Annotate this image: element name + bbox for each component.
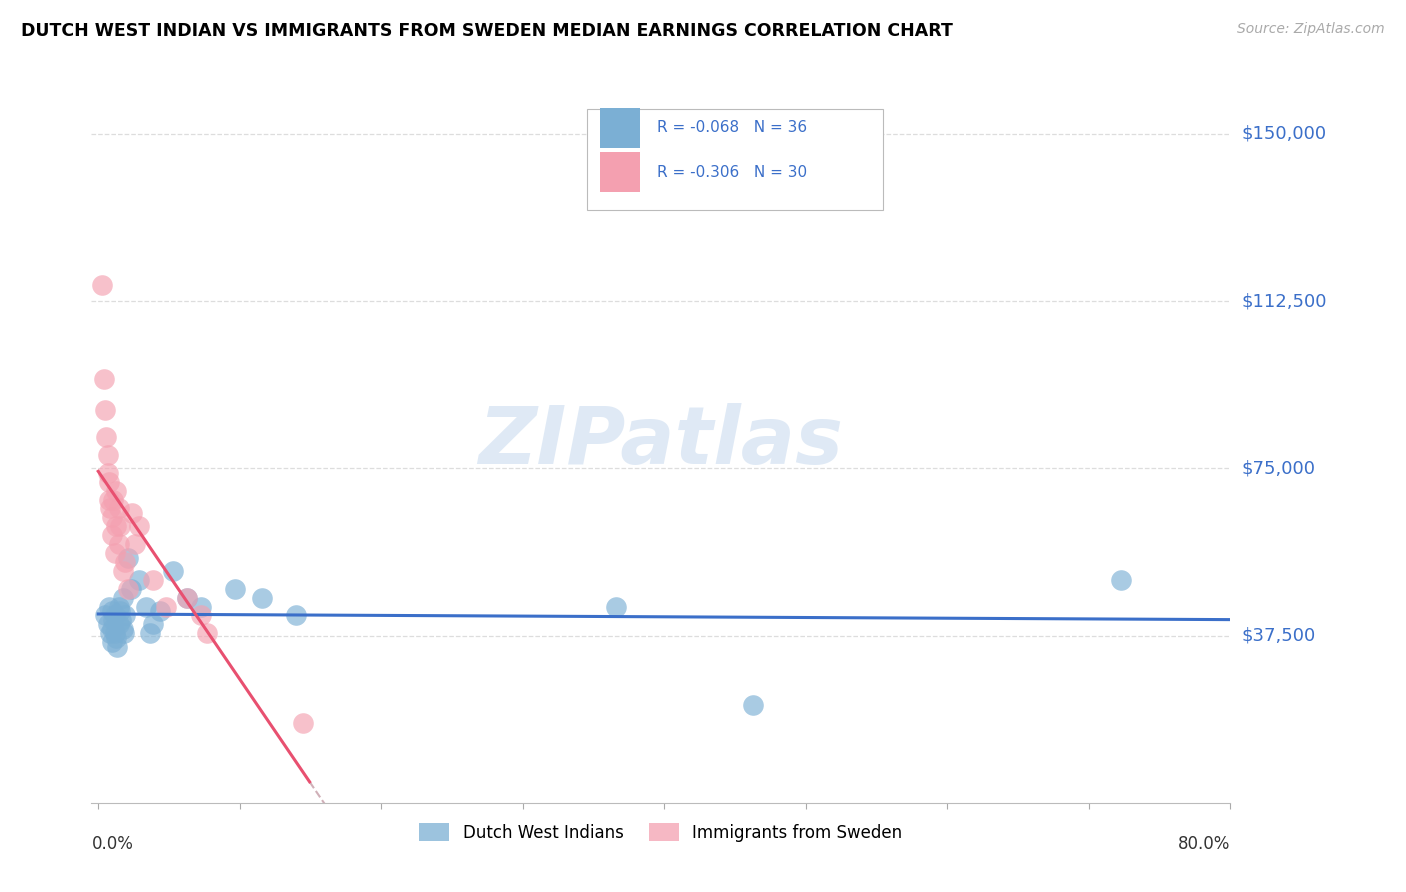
Point <box>155 599 177 614</box>
Legend: Dutch West Indians, Immigrants from Sweden: Dutch West Indians, Immigrants from Swed… <box>413 817 908 848</box>
Point <box>162 564 184 578</box>
Point <box>190 599 212 614</box>
Point <box>105 640 128 654</box>
Point <box>100 626 122 640</box>
Point <box>94 608 117 623</box>
Text: R = -0.068   N = 36: R = -0.068 N = 36 <box>658 120 807 136</box>
Bar <box>600 108 640 147</box>
Point <box>97 466 120 480</box>
Point <box>120 582 142 596</box>
Point <box>101 622 124 636</box>
Point <box>124 537 146 551</box>
Point <box>139 626 162 640</box>
Point <box>176 591 198 605</box>
Point <box>108 604 131 618</box>
Point <box>97 617 120 632</box>
Text: $37,500: $37,500 <box>1241 626 1316 645</box>
Point <box>101 510 124 524</box>
Text: ZIPatlas: ZIPatlas <box>478 402 844 481</box>
Point <box>117 550 139 565</box>
Point <box>114 555 136 569</box>
Point <box>176 591 198 605</box>
Point <box>1109 573 1132 587</box>
Point <box>107 599 129 614</box>
Point <box>103 626 125 640</box>
Point <box>103 608 125 623</box>
Text: DUTCH WEST INDIAN VS IMMIGRANTS FROM SWEDEN MEDIAN EARNINGS CORRELATION CHART: DUTCH WEST INDIAN VS IMMIGRANTS FROM SWE… <box>21 22 953 40</box>
Point <box>190 608 212 623</box>
Text: 80.0%: 80.0% <box>1178 835 1230 854</box>
Point <box>149 604 172 618</box>
Point <box>107 501 129 516</box>
Point <box>135 599 157 614</box>
Point <box>94 403 117 417</box>
Point <box>110 613 132 627</box>
Point <box>101 635 124 649</box>
Point <box>224 582 246 596</box>
Point <box>142 617 165 632</box>
Point <box>103 613 125 627</box>
Point <box>104 519 127 533</box>
Point <box>250 591 273 605</box>
Point <box>111 564 134 578</box>
Point <box>117 582 139 596</box>
Point <box>195 626 218 640</box>
Point <box>93 372 115 386</box>
FancyBboxPatch shape <box>586 109 883 211</box>
Point <box>104 631 127 645</box>
Point <box>97 448 120 462</box>
Point <box>107 537 129 551</box>
Text: $150,000: $150,000 <box>1241 125 1326 143</box>
Point <box>142 573 165 587</box>
Text: $75,000: $75,000 <box>1241 459 1316 477</box>
Bar <box>600 153 640 192</box>
Point <box>741 698 763 712</box>
Point <box>291 715 314 730</box>
Point <box>285 608 308 623</box>
Point <box>128 573 150 587</box>
Text: 0.0%: 0.0% <box>91 835 134 854</box>
Point <box>98 492 121 507</box>
Point <box>111 622 134 636</box>
Point <box>605 599 627 614</box>
Point <box>104 483 127 498</box>
Point <box>114 608 136 623</box>
Text: R = -0.306   N = 30: R = -0.306 N = 30 <box>658 165 807 180</box>
Point <box>91 278 114 293</box>
Point <box>98 599 121 614</box>
Point <box>103 546 125 560</box>
Text: $112,500: $112,500 <box>1241 292 1327 310</box>
Text: Source: ZipAtlas.com: Source: ZipAtlas.com <box>1237 22 1385 37</box>
Point <box>107 617 129 632</box>
Point <box>101 528 124 542</box>
Point <box>100 501 122 516</box>
Point <box>101 604 124 618</box>
Point <box>96 430 118 444</box>
Point <box>112 626 135 640</box>
Point <box>121 506 143 520</box>
Point <box>128 519 150 533</box>
Point <box>103 492 125 507</box>
Point <box>111 591 134 605</box>
Point <box>98 475 121 489</box>
Point <box>108 519 131 533</box>
